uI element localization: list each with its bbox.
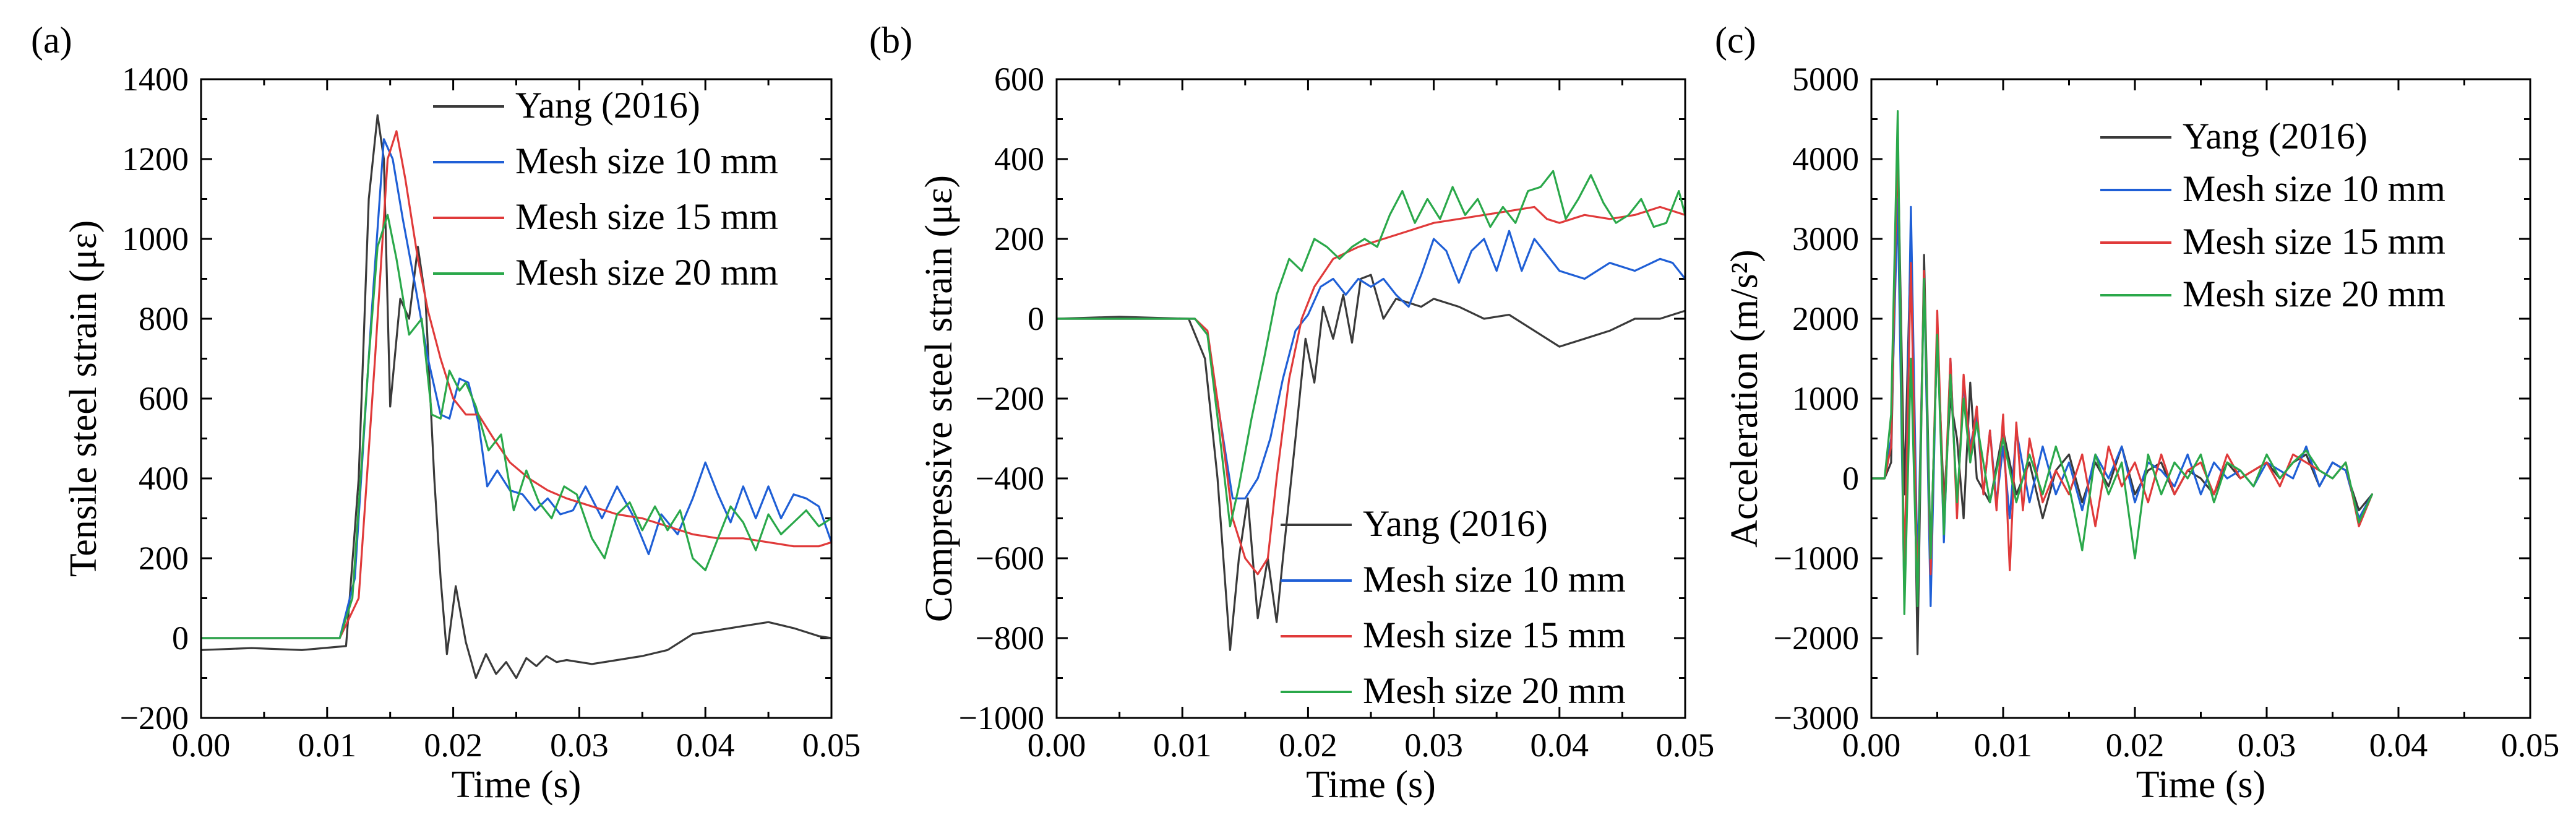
legend-label-mesh-size-20-mm: Mesh size 20 mm — [515, 252, 778, 293]
y-tick-label: 1000 — [122, 220, 189, 257]
x-tick-label: 0.02 — [2106, 727, 2165, 764]
series-line-mesh-size-20-mm — [1057, 170, 1685, 528]
legend-label-mesh-size-15-mm: Mesh size 15 mm — [515, 196, 778, 237]
series-line-mesh-size-15-mm — [201, 130, 831, 639]
legend-label-mesh-size-15-mm: Mesh size 15 mm — [1363, 615, 1626, 655]
y-tick-label: 1000 — [1792, 380, 1859, 417]
y-axis-label: Tensile steel strain (με) — [62, 220, 105, 577]
chart-panel-1: (a) 0.00 0.01 0.02 0.03 0.04 0.05 −200 0 200 400 60… — [31, 20, 861, 806]
y-tick-label: 0 — [1028, 300, 1044, 337]
series-line-mesh-size-20-mm — [201, 214, 831, 639]
x-tick-label: 0.05 — [2501, 727, 2560, 764]
y-tick-label: 600 — [994, 61, 1044, 98]
y-tick-label: 400 — [139, 460, 189, 497]
x-axis-label: Time (s) — [452, 764, 582, 806]
y-tick-label: 200 — [139, 540, 189, 577]
legend-label-yang-2016: Yang (2016) — [2183, 116, 2368, 157]
y-tick-label: −1000 — [1774, 540, 1859, 577]
y-tick-label: 2000 — [1792, 300, 1859, 337]
y-tick-label: −600 — [976, 540, 1044, 577]
y-tick-label: 0 — [172, 620, 189, 657]
legend-label-mesh-size-10-mm: Mesh size 10 mm — [515, 140, 778, 181]
panel-label: (c) — [1715, 20, 1756, 61]
series-line-yang-2016 — [1057, 274, 1685, 651]
y-tick-label: 0 — [1842, 460, 1859, 497]
y-axis-label: Acceleration (m/s²) — [1724, 249, 1766, 548]
y-tick-label: −200 — [976, 380, 1044, 417]
y-tick-label: −400 — [976, 460, 1044, 497]
plot-frame — [1870, 78, 2531, 719]
x-axis-label: Time (s) — [1306, 764, 1436, 806]
x-tick-label: 0.04 — [676, 727, 735, 764]
legend-label-mesh-size-20-mm: Mesh size 20 mm — [1363, 670, 1626, 711]
y-tick-label: −1000 — [959, 699, 1044, 736]
x-tick-label: 0.03 — [550, 727, 609, 764]
legend-label-mesh-size-20-mm: Mesh size 20 mm — [2183, 274, 2445, 314]
x-tick-label: 0.00 — [1842, 727, 1901, 764]
y-tick-label: 400 — [994, 140, 1044, 178]
x-tick-label: 0.00 — [172, 727, 231, 764]
series-line-mesh-size-10-mm — [201, 138, 831, 639]
series-line-mesh-size-20-mm — [1871, 110, 2373, 615]
x-tick-label: 0.01 — [1153, 727, 1212, 764]
series-line-yang-2016 — [1871, 142, 2373, 655]
x-tick-label: 0.03 — [1404, 727, 1463, 764]
y-tick-label: 3000 — [1792, 220, 1859, 257]
legend-label-mesh-size-10-mm: Mesh size 10 mm — [2183, 168, 2445, 209]
chart-panel-2: (b) 0.00 0.01 0.02 0.03 0.04 0.05 −1000 −800 −600… — [869, 20, 1714, 806]
plot-frame — [200, 78, 833, 719]
y-tick-label: 4000 — [1792, 140, 1859, 178]
x-tick-label: 0.05 — [1656, 727, 1715, 764]
x-tick-label: 0.04 — [1531, 727, 1589, 764]
series-line-yang-2016 — [201, 114, 831, 680]
panel-label: (b) — [869, 20, 912, 61]
x-tick-label: 0.00 — [1028, 727, 1086, 764]
chart-panel-3: (c) 0.00 0.01 0.02 0.03 0.04 0.05 −3000 −2000 −10… — [1715, 20, 2559, 806]
y-tick-label: −3000 — [1774, 699, 1859, 736]
legend: Yang (2016) Mesh size 10 mm Mesh size 15 m… — [433, 85, 778, 293]
y-axis-label: Compressive steel strain (με) — [918, 175, 960, 622]
y-tick-label: 5000 — [1792, 61, 1859, 98]
y-tick-label: 1200 — [122, 140, 189, 178]
plot-frame — [1055, 78, 1686, 719]
legend: Yang (2016) Mesh size 10 mm Mesh size 15 m… — [1281, 503, 1626, 711]
y-tick-label: −200 — [120, 699, 189, 736]
legend-label-mesh-size-10-mm: Mesh size 10 mm — [1363, 559, 1626, 600]
x-axis-label: Time (s) — [2136, 764, 2266, 806]
y-tick-label: 600 — [139, 380, 189, 417]
y-tick-label: −2000 — [1774, 620, 1859, 657]
legend-label-yang-2016: Yang (2016) — [1363, 503, 1548, 544]
x-tick-label: 0.02 — [1279, 727, 1337, 764]
x-tick-label: 0.01 — [1974, 727, 2033, 764]
x-tick-label: 0.04 — [2369, 727, 2428, 764]
legend-label-yang-2016: Yang (2016) — [515, 85, 700, 126]
x-tick-label: 0.05 — [802, 727, 861, 764]
panel-label: (a) — [31, 20, 72, 61]
y-tick-label: 800 — [139, 300, 189, 337]
y-tick-label: 200 — [994, 220, 1044, 257]
x-tick-label: 0.01 — [298, 727, 357, 764]
y-tick-label: 1400 — [122, 61, 189, 98]
legend-label-mesh-size-15-mm: Mesh size 15 mm — [2183, 221, 2445, 262]
series-line-mesh-size-10-mm — [1057, 230, 1685, 499]
legend: Yang (2016) Mesh size 10 mm Mesh size 15 m… — [2100, 116, 2445, 314]
x-tick-label: 0.02 — [424, 727, 483, 764]
y-tick-label: −800 — [976, 620, 1044, 657]
x-tick-label: 0.03 — [2238, 727, 2296, 764]
